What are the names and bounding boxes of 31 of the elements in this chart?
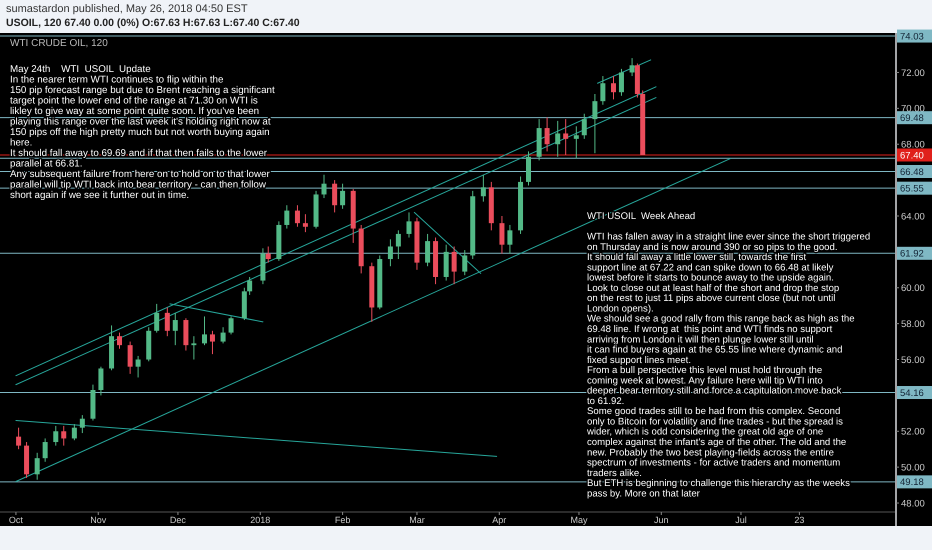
ref-line-label: 49.18 — [900, 477, 924, 488]
text: sumastardon published, May 26, 2018 04:50 EST — [6, 3, 248, 15]
ref-line-label: 61.92 — [900, 248, 924, 260]
y-tick-label: 60.00 — [901, 283, 925, 294]
x-tick-label: 23 — [794, 515, 804, 525]
ref-line-label: 66.48 — [900, 166, 924, 178]
text: WTI CRUDE OIL, 120 — [10, 38, 108, 49]
y-tick-label: 72.00 — [901, 68, 925, 79]
x-tick-label: Apr — [492, 515, 506, 525]
x-tick-label: Jun — [654, 515, 669, 525]
ref-line-label: 65.55 — [900, 184, 924, 195]
x-tick-label: Oct — [8, 515, 24, 525]
y-tick-label: 52.00 — [901, 426, 925, 438]
x-tick-label: Mar — [409, 515, 425, 525]
y-tick-label: 56.00 — [901, 354, 925, 366]
ref-line-label: 74.03 — [900, 31, 924, 42]
ref-line-label: 67.40 — [900, 150, 924, 162]
y-tick-label: 58.00 — [901, 318, 925, 330]
x-tick-label: May — [570, 515, 588, 525]
ref-line-label: 54.16 — [900, 388, 924, 399]
chart-subtitle: USOIL, 120 67.40 0.00 (0%) O:67.63 H:67.63 L:67.40 C:67.40 — [6, 17, 300, 29]
y-tick-label: 50.00 — [901, 462, 925, 474]
y-tick-label: 68.00 — [901, 140, 925, 151]
x-tick-label: Feb — [334, 515, 350, 525]
y-tick-label: 64.00 — [901, 211, 925, 222]
x-tick-label: Nov — [90, 515, 107, 525]
x-tick-label: Jul — [735, 515, 747, 525]
x-tick-label: Dec — [170, 515, 186, 525]
ref-line-label: 69.48 — [900, 113, 924, 124]
x-tick-label: 2018 — [250, 515, 270, 525]
y-tick-label: 48.00 — [901, 498, 925, 510]
